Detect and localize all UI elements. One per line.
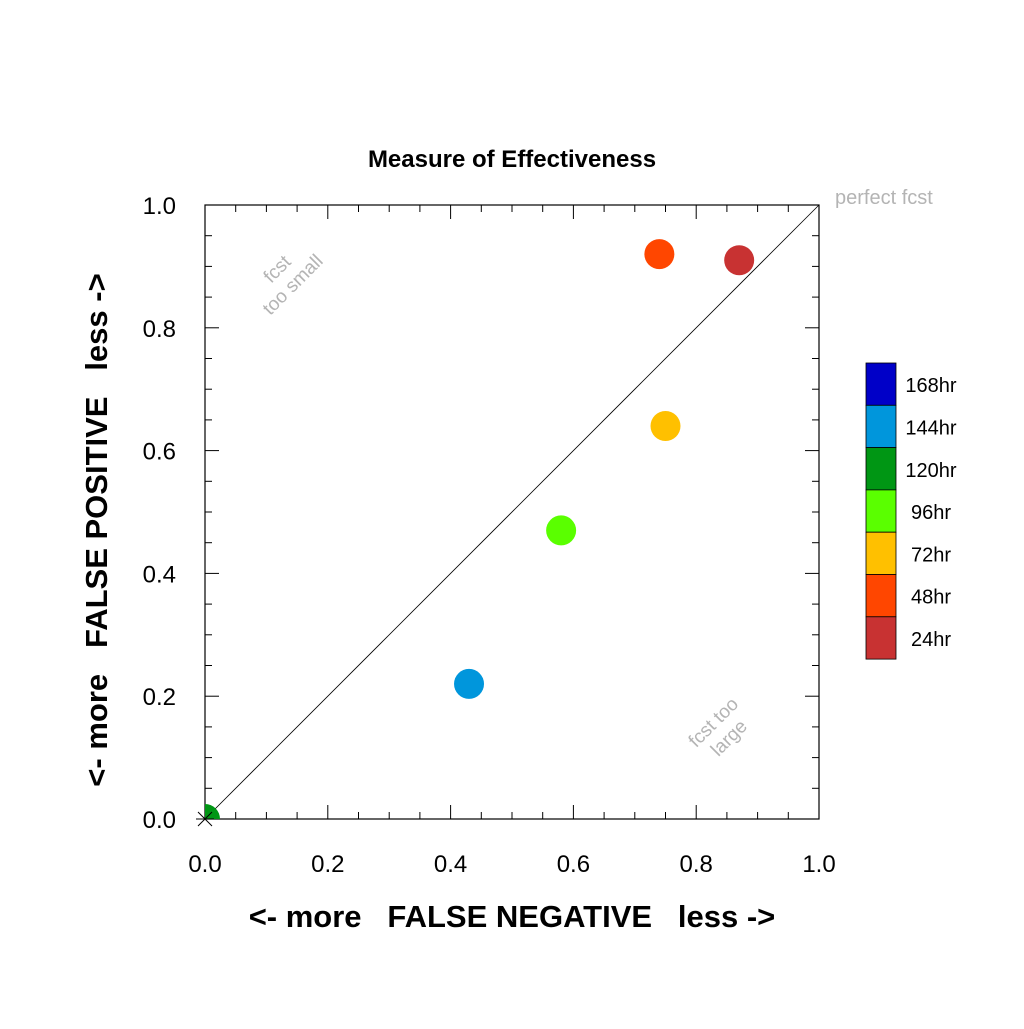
y-tick-label: 0.6 xyxy=(143,439,176,466)
y-tick-label: 0.2 xyxy=(143,684,176,711)
legend-swatch-144hr xyxy=(865,404,897,448)
perfect-forecast-annotation: perfect fcst xyxy=(835,187,933,209)
x-tick-labels: 0.0 0.2 0.4 0.6 0.8 1.0 xyxy=(188,851,835,878)
legend-swatch-96hr xyxy=(865,489,897,533)
fcst-too-large-annotation: fcst too large xyxy=(685,694,752,761)
y-tick-label: 1.0 xyxy=(143,193,176,220)
data-point-72hr xyxy=(650,411,681,442)
y-axis-label: <- more FALSE POSITIVE less -> xyxy=(79,273,114,786)
y-tick-label: 0.0 xyxy=(143,807,176,834)
legend-label-72hr: 72hr xyxy=(911,544,951,566)
legend-swatch-120hr xyxy=(865,447,897,491)
x-tick-label: 0.0 xyxy=(188,851,221,878)
data-points xyxy=(205,239,755,819)
legend-label-96hr: 96hr xyxy=(911,502,951,524)
plot-frame xyxy=(204,204,820,820)
data-point-144hr xyxy=(454,668,485,699)
x-tick-label: 0.2 xyxy=(311,851,344,878)
legend-label-24hr: 24hr xyxy=(911,629,951,651)
y-tick-label: 0.8 xyxy=(143,316,176,343)
legend-label-168hr: 168hr xyxy=(905,375,956,397)
legend: 168hr 144hr 120hr 96hr 72hr 48hr 24hr xyxy=(865,362,957,660)
x-tick-label: 0.8 xyxy=(680,851,713,878)
y-tick-labels: 0.0 0.2 0.4 0.6 0.8 1.0 xyxy=(143,193,176,834)
legend-swatch-24hr xyxy=(865,616,897,660)
data-point-48hr xyxy=(644,239,675,270)
x-tick-label: 1.0 xyxy=(802,851,835,878)
chart-title: Measure of Effectiveness xyxy=(368,146,656,173)
legend-swatch-72hr xyxy=(865,531,897,575)
legend-swatch-48hr xyxy=(865,574,897,618)
fcst-too-small-line2: too small xyxy=(259,251,328,320)
diagonal-reference-line xyxy=(204,204,820,820)
legend-label-120hr: 120hr xyxy=(905,460,956,482)
data-point-24hr xyxy=(724,245,755,276)
y-tick-label: 0.4 xyxy=(143,561,176,588)
data-point-96hr xyxy=(546,515,577,546)
x-axis-label: <- more FALSE NEGATIVE less -> xyxy=(249,899,776,934)
legend-swatch-168hr xyxy=(865,362,897,406)
legend-label-48hr: 48hr xyxy=(911,587,951,609)
x-tick-label: 0.6 xyxy=(557,851,590,878)
fcst-too-small-annotation: fcst too small xyxy=(259,251,328,320)
legend-label-144hr: 144hr xyxy=(905,417,956,439)
x-tick-label: 0.4 xyxy=(434,851,467,878)
